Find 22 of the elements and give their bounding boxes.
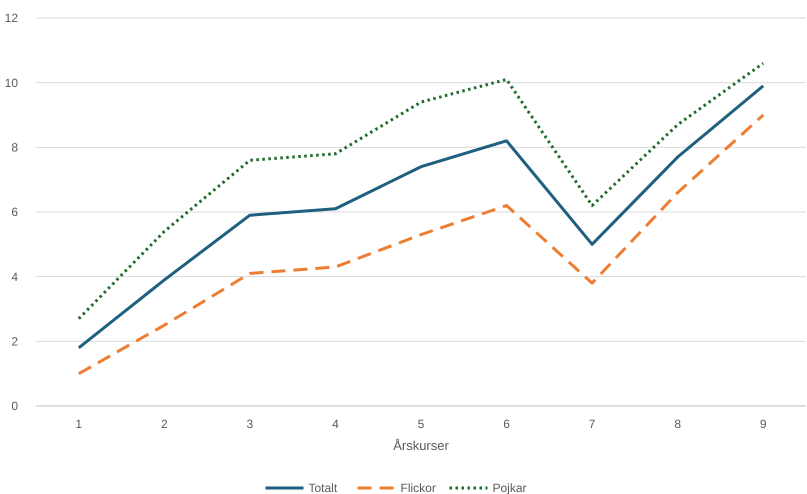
x-tick-label: 1 (75, 417, 82, 431)
x-tick-label: 5 (418, 417, 425, 431)
line-series (77, 84, 765, 350)
y-tick-label: 2 (11, 334, 18, 349)
x-axis-title: Årskurser (393, 438, 450, 453)
x-tick-label: 2 (160, 417, 168, 431)
x-tick-label: 6 (503, 417, 510, 431)
y-tick-label: 0 (11, 399, 18, 414)
line-series (77, 62, 765, 320)
y-tick-label: 12 (4, 11, 18, 26)
line-series (77, 114, 765, 376)
legend-label: Totalt (308, 481, 338, 494)
y-tick-label: 4 (11, 270, 18, 284)
x-tick-label: 9 (760, 417, 767, 431)
x-tick-label: 4 (332, 417, 340, 431)
y-tick-label: 10 (4, 76, 18, 90)
x-tick-label: 3 (246, 417, 254, 431)
legend-label: Flickor (400, 481, 436, 494)
y-tick-label: 8 (11, 140, 18, 155)
x-tick-label: 8 (674, 417, 682, 431)
y-tick-label: 6 (11, 205, 18, 220)
x-tick-label: 7 (588, 417, 596, 431)
